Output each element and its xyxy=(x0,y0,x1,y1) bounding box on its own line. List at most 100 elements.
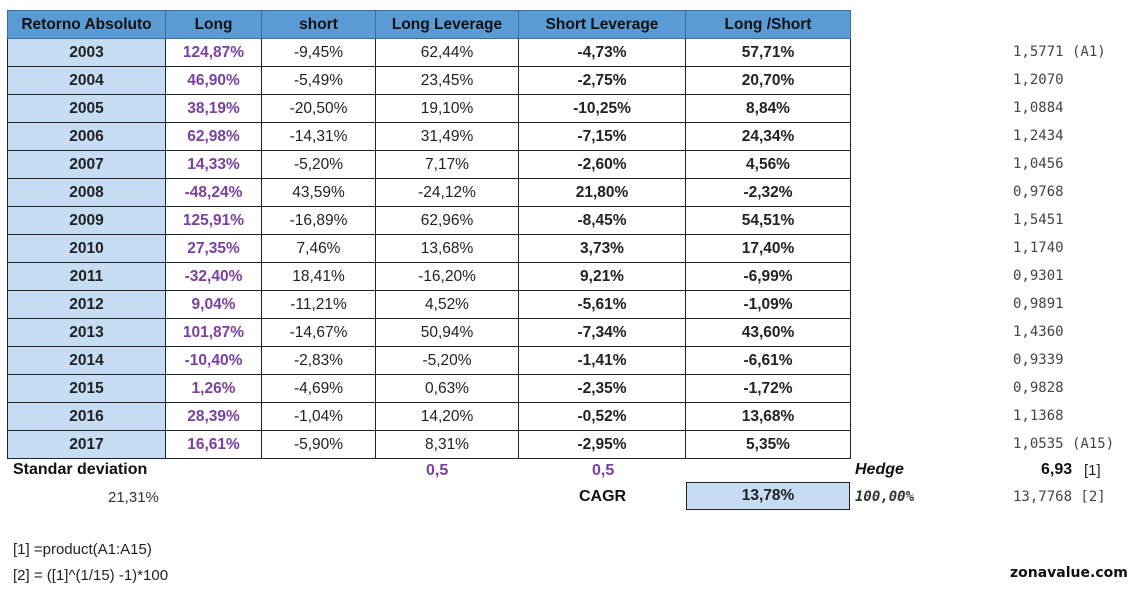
cell-long-leverage[interactable]: 31,49% xyxy=(375,122,519,151)
cell-short[interactable]: 18,41% xyxy=(261,262,376,291)
cell-short[interactable]: -9,45% xyxy=(261,38,376,67)
cell-short-leverage[interactable]: -0,52% xyxy=(518,402,686,431)
cell-long-short[interactable]: 57,71% xyxy=(685,38,851,67)
cell-long-short[interactable]: 54,51% xyxy=(685,206,851,235)
product-value[interactable]: 0,9768 xyxy=(1013,184,1064,200)
cell-short[interactable]: -5,90% xyxy=(261,430,376,459)
header-long[interactable]: Long xyxy=(165,10,262,39)
cell-short[interactable]: -5,20% xyxy=(261,150,376,179)
cell-long[interactable]: 124,87% xyxy=(165,38,262,67)
header-short[interactable]: short xyxy=(261,10,376,39)
cell-short[interactable]: -4,69% xyxy=(261,374,376,403)
cell-long[interactable]: -32,40% xyxy=(165,262,262,291)
cell-long-short[interactable]: 8,84% xyxy=(685,94,851,123)
product-value[interactable]: 1,0535 (A15) xyxy=(1013,436,1115,452)
cell-long[interactable]: 46,90% xyxy=(165,66,262,95)
cell-long-short[interactable]: -2,32% xyxy=(685,178,851,207)
cell-long-leverage[interactable]: 13,68% xyxy=(375,234,519,263)
cell-short-leverage[interactable]: -7,15% xyxy=(518,122,686,151)
hedge-value[interactable]: 6,93 xyxy=(1041,461,1073,478)
header-short-leverage[interactable]: Short Leverage xyxy=(518,10,686,39)
cell-long-leverage[interactable]: 23,45% xyxy=(375,66,519,95)
cell-year[interactable]: 2008 xyxy=(7,178,166,207)
cell-short[interactable]: -20,50% xyxy=(261,94,376,123)
cell-year[interactable]: 2009 xyxy=(7,206,166,235)
cell-long-short[interactable]: 24,34% xyxy=(685,122,851,151)
cell-short[interactable]: -11,21% xyxy=(261,290,376,319)
cell-long[interactable]: 14,33% xyxy=(165,150,262,179)
cell-long-short[interactable]: 43,60% xyxy=(685,318,851,347)
cell-long-short[interactable]: 20,70% xyxy=(685,66,851,95)
cell-year[interactable]: 2006 xyxy=(7,122,166,151)
cell-year[interactable]: 2011 xyxy=(7,262,166,291)
cell-short-leverage[interactable]: -2,60% xyxy=(518,150,686,179)
cell-year[interactable]: 2017 xyxy=(7,430,166,459)
cell-short[interactable]: -2,83% xyxy=(261,346,376,375)
cell-long-short[interactable]: -1,09% xyxy=(685,290,851,319)
cagr-product[interactable]: 13,7768 [2] xyxy=(1013,489,1106,505)
cell-year[interactable]: 2014 xyxy=(7,346,166,375)
product-value[interactable]: 1,5451 xyxy=(1013,212,1064,228)
cell-short[interactable]: 43,59% xyxy=(261,178,376,207)
cell-year[interactable]: 2016 xyxy=(7,402,166,431)
cell-long[interactable]: 38,19% xyxy=(165,94,262,123)
cell-short-leverage[interactable]: -8,45% xyxy=(518,206,686,235)
cell-year[interactable]: 2005 xyxy=(7,94,166,123)
cell-long-short[interactable]: -6,99% xyxy=(685,262,851,291)
cell-long-leverage[interactable]: 4,52% xyxy=(375,290,519,319)
std-deviation-value[interactable]: 21,31% xyxy=(108,489,159,506)
cell-short-leverage[interactable]: -1,41% xyxy=(518,346,686,375)
cell-long[interactable]: -10,40% xyxy=(165,346,262,375)
product-value[interactable]: 1,0884 xyxy=(1013,100,1064,116)
product-value[interactable]: 1,2434 xyxy=(1013,128,1064,144)
cell-year[interactable]: 2003 xyxy=(7,38,166,67)
cell-long-leverage[interactable]: 0,63% xyxy=(375,374,519,403)
cell-short-leverage[interactable]: -4,73% xyxy=(518,38,686,67)
product-value[interactable]: 1,0456 xyxy=(1013,156,1064,172)
product-value[interactable]: 1,1740 xyxy=(1013,240,1064,256)
product-value[interactable]: 0,9891 xyxy=(1013,296,1064,312)
cell-long-leverage[interactable]: 50,94% xyxy=(375,318,519,347)
cell-long[interactable]: 27,35% xyxy=(165,234,262,263)
cell-short-leverage[interactable]: -2,35% xyxy=(518,374,686,403)
cell-short-leverage[interactable]: 3,73% xyxy=(518,234,686,263)
short-leverage-weight[interactable]: 0,5 xyxy=(592,462,615,479)
cell-long[interactable]: 101,87% xyxy=(165,318,262,347)
cagr-value[interactable]: 13,78% xyxy=(686,482,850,510)
cell-long-leverage[interactable]: 62,44% xyxy=(375,38,519,67)
cell-long[interactable]: 9,04% xyxy=(165,290,262,319)
cell-long-short[interactable]: -1,72% xyxy=(685,374,851,403)
cell-short[interactable]: -16,89% xyxy=(261,206,376,235)
cell-long-short[interactable]: 13,68% xyxy=(685,402,851,431)
header-retorno-absoluto[interactable]: Retorno Absoluto xyxy=(7,10,166,39)
cell-short-leverage[interactable]: 21,80% xyxy=(518,178,686,207)
cell-short-leverage[interactable]: 9,21% xyxy=(518,262,686,291)
cell-year[interactable]: 2013 xyxy=(7,318,166,347)
cell-long-leverage[interactable]: 8,31% xyxy=(375,430,519,459)
cell-short-leverage[interactable]: -2,75% xyxy=(518,66,686,95)
cell-short-leverage[interactable]: -10,25% xyxy=(518,94,686,123)
cell-year[interactable]: 2004 xyxy=(7,66,166,95)
cell-long-short[interactable]: 17,40% xyxy=(685,234,851,263)
cell-year[interactable]: 2015 xyxy=(7,374,166,403)
cell-long[interactable]: 28,39% xyxy=(165,402,262,431)
cell-long[interactable]: 16,61% xyxy=(165,430,262,459)
cell-long-leverage[interactable]: -5,20% xyxy=(375,346,519,375)
product-value[interactable]: 0,9828 xyxy=(1013,380,1064,396)
cell-short-leverage[interactable]: -2,95% xyxy=(518,430,686,459)
long-leverage-weight[interactable]: 0,5 xyxy=(426,462,449,479)
cell-long-leverage[interactable]: 62,96% xyxy=(375,206,519,235)
cell-long-leverage[interactable]: 19,10% xyxy=(375,94,519,123)
cell-long[interactable]: -48,24% xyxy=(165,178,262,207)
product-value[interactable]: 1,1368 xyxy=(1013,408,1064,424)
cell-year[interactable]: 2007 xyxy=(7,150,166,179)
product-value[interactable]: 1,5771 (A1) xyxy=(1013,44,1106,60)
cell-long[interactable]: 125,91% xyxy=(165,206,262,235)
product-value[interactable]: 1,2070 xyxy=(1013,72,1064,88)
cell-long-short[interactable]: 5,35% xyxy=(685,430,851,459)
cell-long[interactable]: 62,98% xyxy=(165,122,262,151)
cell-long-short[interactable]: 4,56% xyxy=(685,150,851,179)
header-long-leverage[interactable]: Long Leverage xyxy=(375,10,519,39)
cell-long-leverage[interactable]: -16,20% xyxy=(375,262,519,291)
cell-short[interactable]: -14,31% xyxy=(261,122,376,151)
